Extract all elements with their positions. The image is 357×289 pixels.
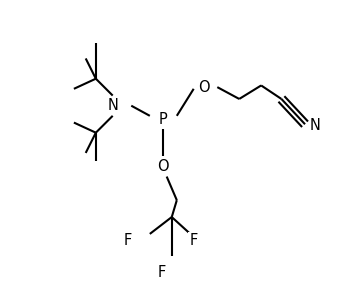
Text: F: F [190,233,198,248]
Text: O: O [157,159,169,174]
Text: F: F [157,265,166,280]
Text: F: F [124,233,132,248]
Text: N: N [107,98,118,113]
Text: P: P [159,112,168,127]
Text: N: N [310,118,321,134]
Text: O: O [198,80,210,95]
